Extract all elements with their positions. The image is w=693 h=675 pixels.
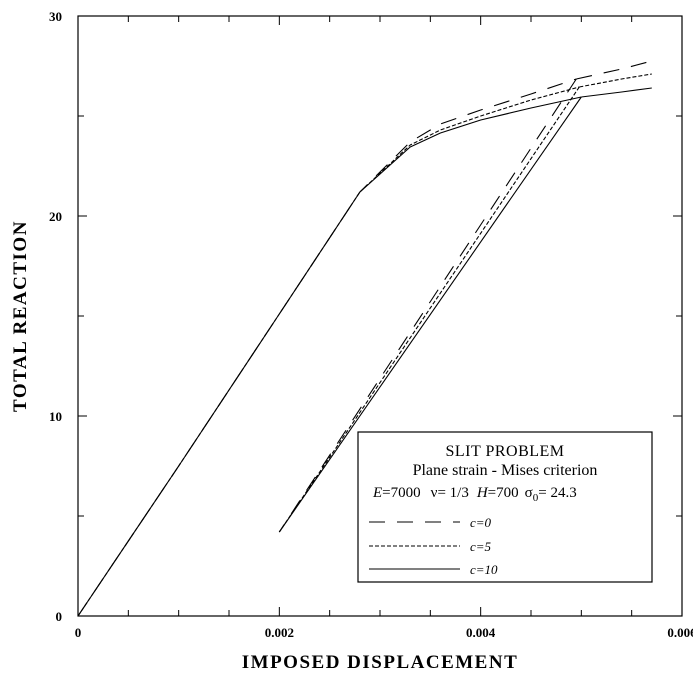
legend-sigma-value: = 24.3 <box>538 485 576 501</box>
legend-label-c0: c=0 <box>470 515 492 530</box>
series-c0-reloading <box>576 60 652 80</box>
legend-e-symbol: E <box>372 485 382 501</box>
y-tick-label: 20 <box>49 209 62 224</box>
legend-e-value: =7000 <box>382 485 420 501</box>
y-tick-label: 0 <box>56 609 63 624</box>
legend-params: E=7000 ν= 1/3 H=700 σ0= 24.3 <box>372 485 577 504</box>
x-tick-label: 0.006 <box>667 625 693 640</box>
legend-h-value: =700 <box>488 485 519 501</box>
series-c10-unloading <box>278 96 582 533</box>
legend-subtitle: Plane strain - Mises criterion <box>413 462 598 479</box>
y-axis-title: TOTAL REACTION <box>10 220 31 412</box>
x-tick-label: 0.004 <box>466 625 496 640</box>
series-c0-unloading <box>278 78 577 533</box>
legend-nu-symbol: ν <box>431 485 438 501</box>
legend-title: SLIT PROBLEM <box>445 443 564 460</box>
legend-h-symbol: H <box>476 485 489 501</box>
legend-box <box>357 431 653 583</box>
tick-marks <box>77 15 683 617</box>
curves <box>77 60 652 617</box>
series-c5-unloading <box>278 86 580 533</box>
series-c10-loading <box>77 96 582 617</box>
legend-nu-value: = 1/3 <box>437 485 468 501</box>
tick-labels: 0 0.002 0.004 0.006 0 10 20 30 <box>49 9 693 640</box>
x-tick-label: 0.002 <box>265 625 294 640</box>
y-tick-label: 10 <box>49 409 62 424</box>
x-tick-label: 0 <box>75 625 82 640</box>
legend-label-c5: c=5 <box>470 539 492 554</box>
series-c5-reloading <box>579 73 652 88</box>
legend-label-c10: c=10 <box>470 562 498 577</box>
legend: SLIT PROBLEM Plane strain - Mises criter… <box>357 431 653 583</box>
y-tick-label: 30 <box>49 9 62 24</box>
legend-sigma-sub: 0 <box>533 492 539 504</box>
x-axis-title: IMPOSED DISPLACEMENT <box>242 652 519 673</box>
series-c10-reloading <box>581 87 652 98</box>
legend-sigma-symbol: σ <box>525 485 533 501</box>
